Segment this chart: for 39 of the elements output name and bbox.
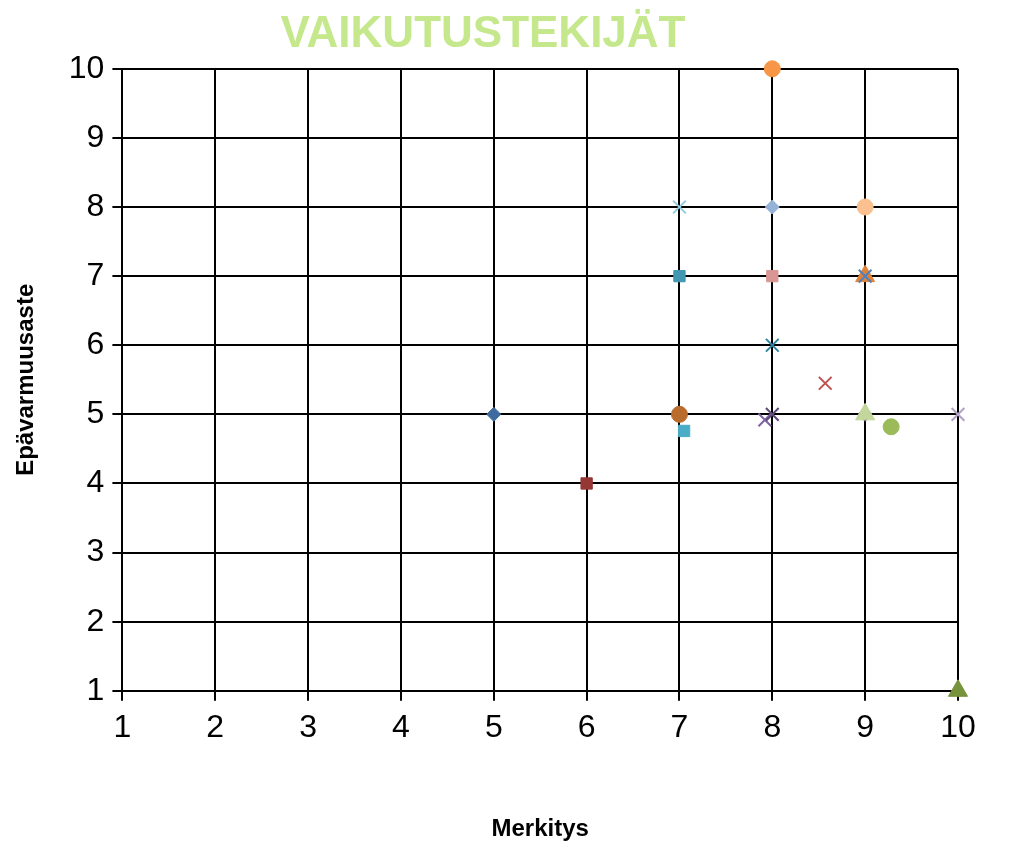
x-tick-label: 4: [392, 707, 410, 744]
x-tick-label: 1: [113, 707, 132, 744]
x-tick-label: 6: [577, 707, 596, 744]
point: [673, 269, 686, 283]
y-tick-label: 10: [68, 48, 105, 85]
x-tick-label: 2: [206, 707, 225, 744]
y-tick-label: 2: [86, 601, 105, 638]
x-tick-label: 9: [856, 707, 875, 744]
point: [763, 60, 781, 78]
point: [817, 375, 833, 391]
y-tick-label: 1: [86, 670, 105, 707]
chart-title: VAIKUTUSTEKIJÄT: [280, 6, 686, 56]
y-tick-label: 7: [86, 255, 105, 292]
point: [856, 198, 874, 216]
x-tick-label: 8: [763, 707, 782, 744]
point: [764, 337, 780, 353]
point: [486, 406, 502, 422]
point: [580, 477, 593, 490]
x-tick-label: 7: [670, 707, 689, 744]
y-tick-label: 6: [86, 325, 105, 362]
point: [764, 199, 780, 215]
y-tick-label: 4: [86, 463, 105, 500]
point: [670, 405, 688, 423]
x-axis-title: Merkitys: [491, 814, 589, 842]
y-tick-label: 9: [86, 117, 105, 154]
point: [757, 412, 773, 428]
x-tick-label: 10: [940, 707, 976, 744]
point: [766, 269, 779, 283]
y-tick-label: 8: [86, 186, 105, 223]
point: [764, 406, 780, 422]
y-axis-title: Epävarmuusaste: [11, 283, 39, 476]
x-tick-label: 5: [484, 707, 503, 744]
y-tick-label: 3: [86, 532, 105, 569]
x-tick-label: 3: [299, 707, 317, 744]
point: [882, 418, 900, 436]
point: [672, 199, 687, 215]
point: [950, 406, 966, 422]
y-tick-label: 5: [86, 394, 105, 431]
point: [677, 424, 691, 438]
